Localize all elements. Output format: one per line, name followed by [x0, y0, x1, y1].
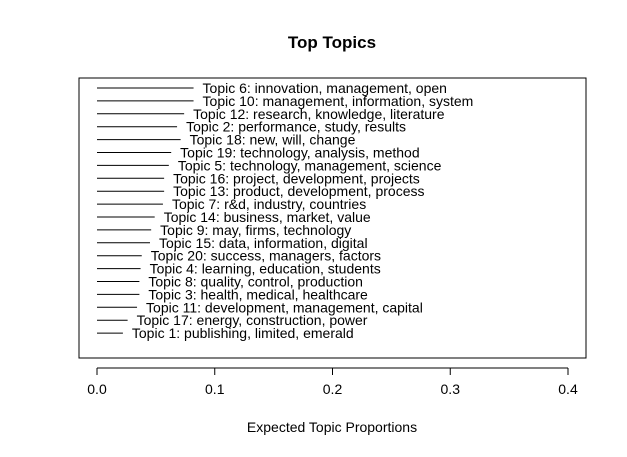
x-tick-label: 0.3	[441, 381, 461, 397]
bar-label: Topic 1: publishing, limited, emerald	[132, 325, 354, 341]
bar-label: Topic 7: r&d, industry, countries	[172, 196, 366, 212]
bar-label: Topic 20: success, managers, factors	[151, 248, 381, 264]
x-tick-label: 0.0	[87, 381, 107, 397]
bar-label: Topic 3: health, medical, healthcare	[148, 286, 368, 302]
bar-label: Topic 17: energy, construction, power	[137, 312, 368, 328]
x-tick-label: 0.1	[205, 381, 225, 397]
bar-label: Topic 18: new, will, change	[190, 132, 356, 148]
bar-label: Topic 11: development, management, capit…	[146, 299, 423, 315]
x-tick-group: 0.0 0.1 0.2 0.3 0.4	[87, 368, 578, 397]
bar-label: Topic 6: innovation, management, open	[203, 80, 447, 96]
bar-label: Topic 12: research, knowledge, literatur…	[193, 106, 445, 122]
bar-label: Topic 13: product, development, process	[173, 183, 424, 199]
bar-label: Topic 19: technology, analysis, method	[180, 145, 419, 161]
bar-label: Topic 10: management, information, syste…	[203, 93, 474, 109]
chart-title: Top Topics	[288, 33, 376, 52]
bar-label: Topic 15: data, information, digital	[159, 235, 368, 251]
bar-label: Topic 14: business, market, value	[164, 209, 371, 225]
bar-group	[97, 87, 194, 334]
bar-label: Topic 4: learning, education, students	[150, 261, 381, 277]
bar-label: Topic 8: quality, control, production	[148, 274, 363, 290]
label-group: Topic 6: innovation, management, openTop…	[132, 80, 473, 341]
x-tick-label: 0.4	[558, 381, 578, 397]
bar-label: Topic 16: project, development, projects	[173, 170, 420, 186]
x-tick-label: 0.2	[323, 381, 343, 397]
x-axis-label: Expected Topic Proportions	[247, 419, 417, 435]
bar-label: Topic 2: performance, study, results	[186, 119, 406, 135]
plot-frame	[78, 77, 587, 359]
bar-label: Topic 5: technology, management, science	[178, 157, 442, 173]
bar-label: Topic 9: may, firms, technology	[160, 222, 351, 238]
